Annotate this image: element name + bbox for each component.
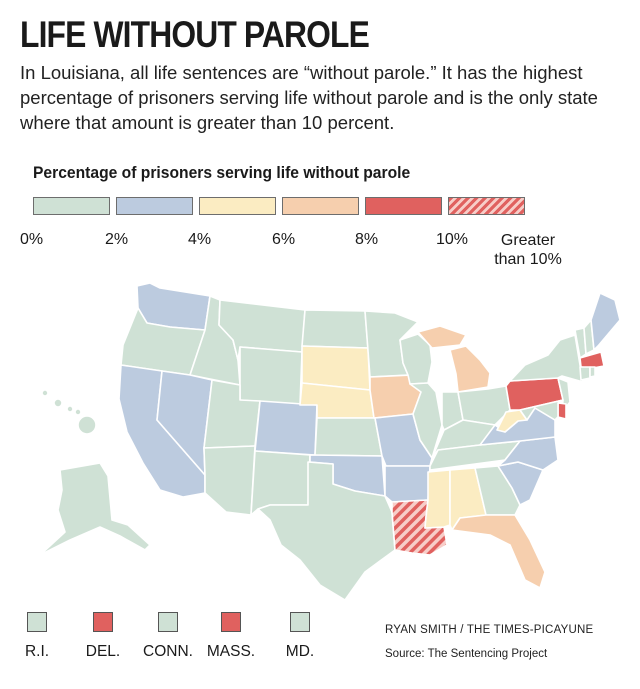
small-state-label: MASS. <box>206 643 256 660</box>
state-maine <box>590 292 621 351</box>
small-state-mass: MASS. <box>191 612 271 661</box>
state-alaska <box>39 462 151 556</box>
state-massachusetts <box>579 351 605 369</box>
state-mississippi <box>424 469 451 529</box>
small-state-swatch <box>93 612 113 632</box>
small-state-label: CONN. <box>143 643 193 660</box>
legend-greater-label: Greater than 10% <box>488 231 568 269</box>
subtitle: In Louisiana, all life sentences are “wi… <box>20 62 598 133</box>
legend-tick: 8% <box>355 231 379 248</box>
small-state-label: DEL. <box>85 643 121 660</box>
small-state-label: R.I. <box>24 643 50 660</box>
small-state-swatch <box>290 612 310 632</box>
state-north-dakota <box>301 309 369 349</box>
legend-swatch-2-4 <box>116 197 193 215</box>
state-michigan-upper <box>417 325 467 349</box>
state-connecticut <box>579 366 591 381</box>
state-maryland <box>519 399 564 421</box>
legend-tick: 10% <box>436 231 469 248</box>
state-wyoming <box>239 346 303 406</box>
small-state-swatch <box>27 612 47 632</box>
small-state-swatch <box>221 612 241 632</box>
state-arizona <box>203 445 256 516</box>
small-state-swatch <box>158 612 178 632</box>
us-choropleth-map <box>39 282 621 601</box>
legend-tick: 6% <box>272 231 296 248</box>
legend-tick: 0% <box>20 231 44 248</box>
small-states-legend: R.I. DEL. CONN. MASS. MD. <box>0 612 380 672</box>
legend-greater-line2: than 10% <box>494 251 562 268</box>
state-arkansas <box>384 465 431 503</box>
state-colorado <box>254 400 318 456</box>
legend-tick: 4% <box>188 231 212 248</box>
legend-swatch-6-8 <box>282 197 359 215</box>
legend-ticks: 0% 2% 4% 6% 8% 10% Greater than 10% <box>0 227 640 273</box>
legend-swatch-greater-than-10 <box>448 197 525 215</box>
page-title: LIFE WITHOUT PAROLE <box>20 14 370 55</box>
state-texas <box>257 461 396 601</box>
state-michigan <box>449 345 491 393</box>
small-state-md: MD. <box>260 612 340 661</box>
legend-swatch-0-2 <box>33 197 110 215</box>
state-new-york <box>509 334 584 383</box>
state-kansas <box>314 417 383 457</box>
legend-title: Percentage of prisoners serving life wit… <box>33 163 411 182</box>
state-hawaii <box>41 389 97 435</box>
state-delaware <box>557 402 567 420</box>
credit-line: RYAN SMITH / THE TIMES-PICAYUNE <box>385 624 594 636</box>
legend-tick: 2% <box>105 231 129 248</box>
state-rhode-island <box>589 366 596 378</box>
small-state-label: MD. <box>285 643 315 660</box>
source-line: Source: The Sentencing Project <box>385 648 548 660</box>
legend-swatch-8-10 <box>365 197 442 215</box>
small-state-del: DEL. <box>63 612 143 661</box>
small-state-ri: R.I. <box>0 612 77 661</box>
state-florida <box>451 514 546 589</box>
legend-swatch-4-6 <box>199 197 276 215</box>
small-state-conn: CONN. <box>128 612 208 661</box>
legend-swatches <box>33 197 525 215</box>
legend-greater-line1: Greater <box>500 232 556 249</box>
